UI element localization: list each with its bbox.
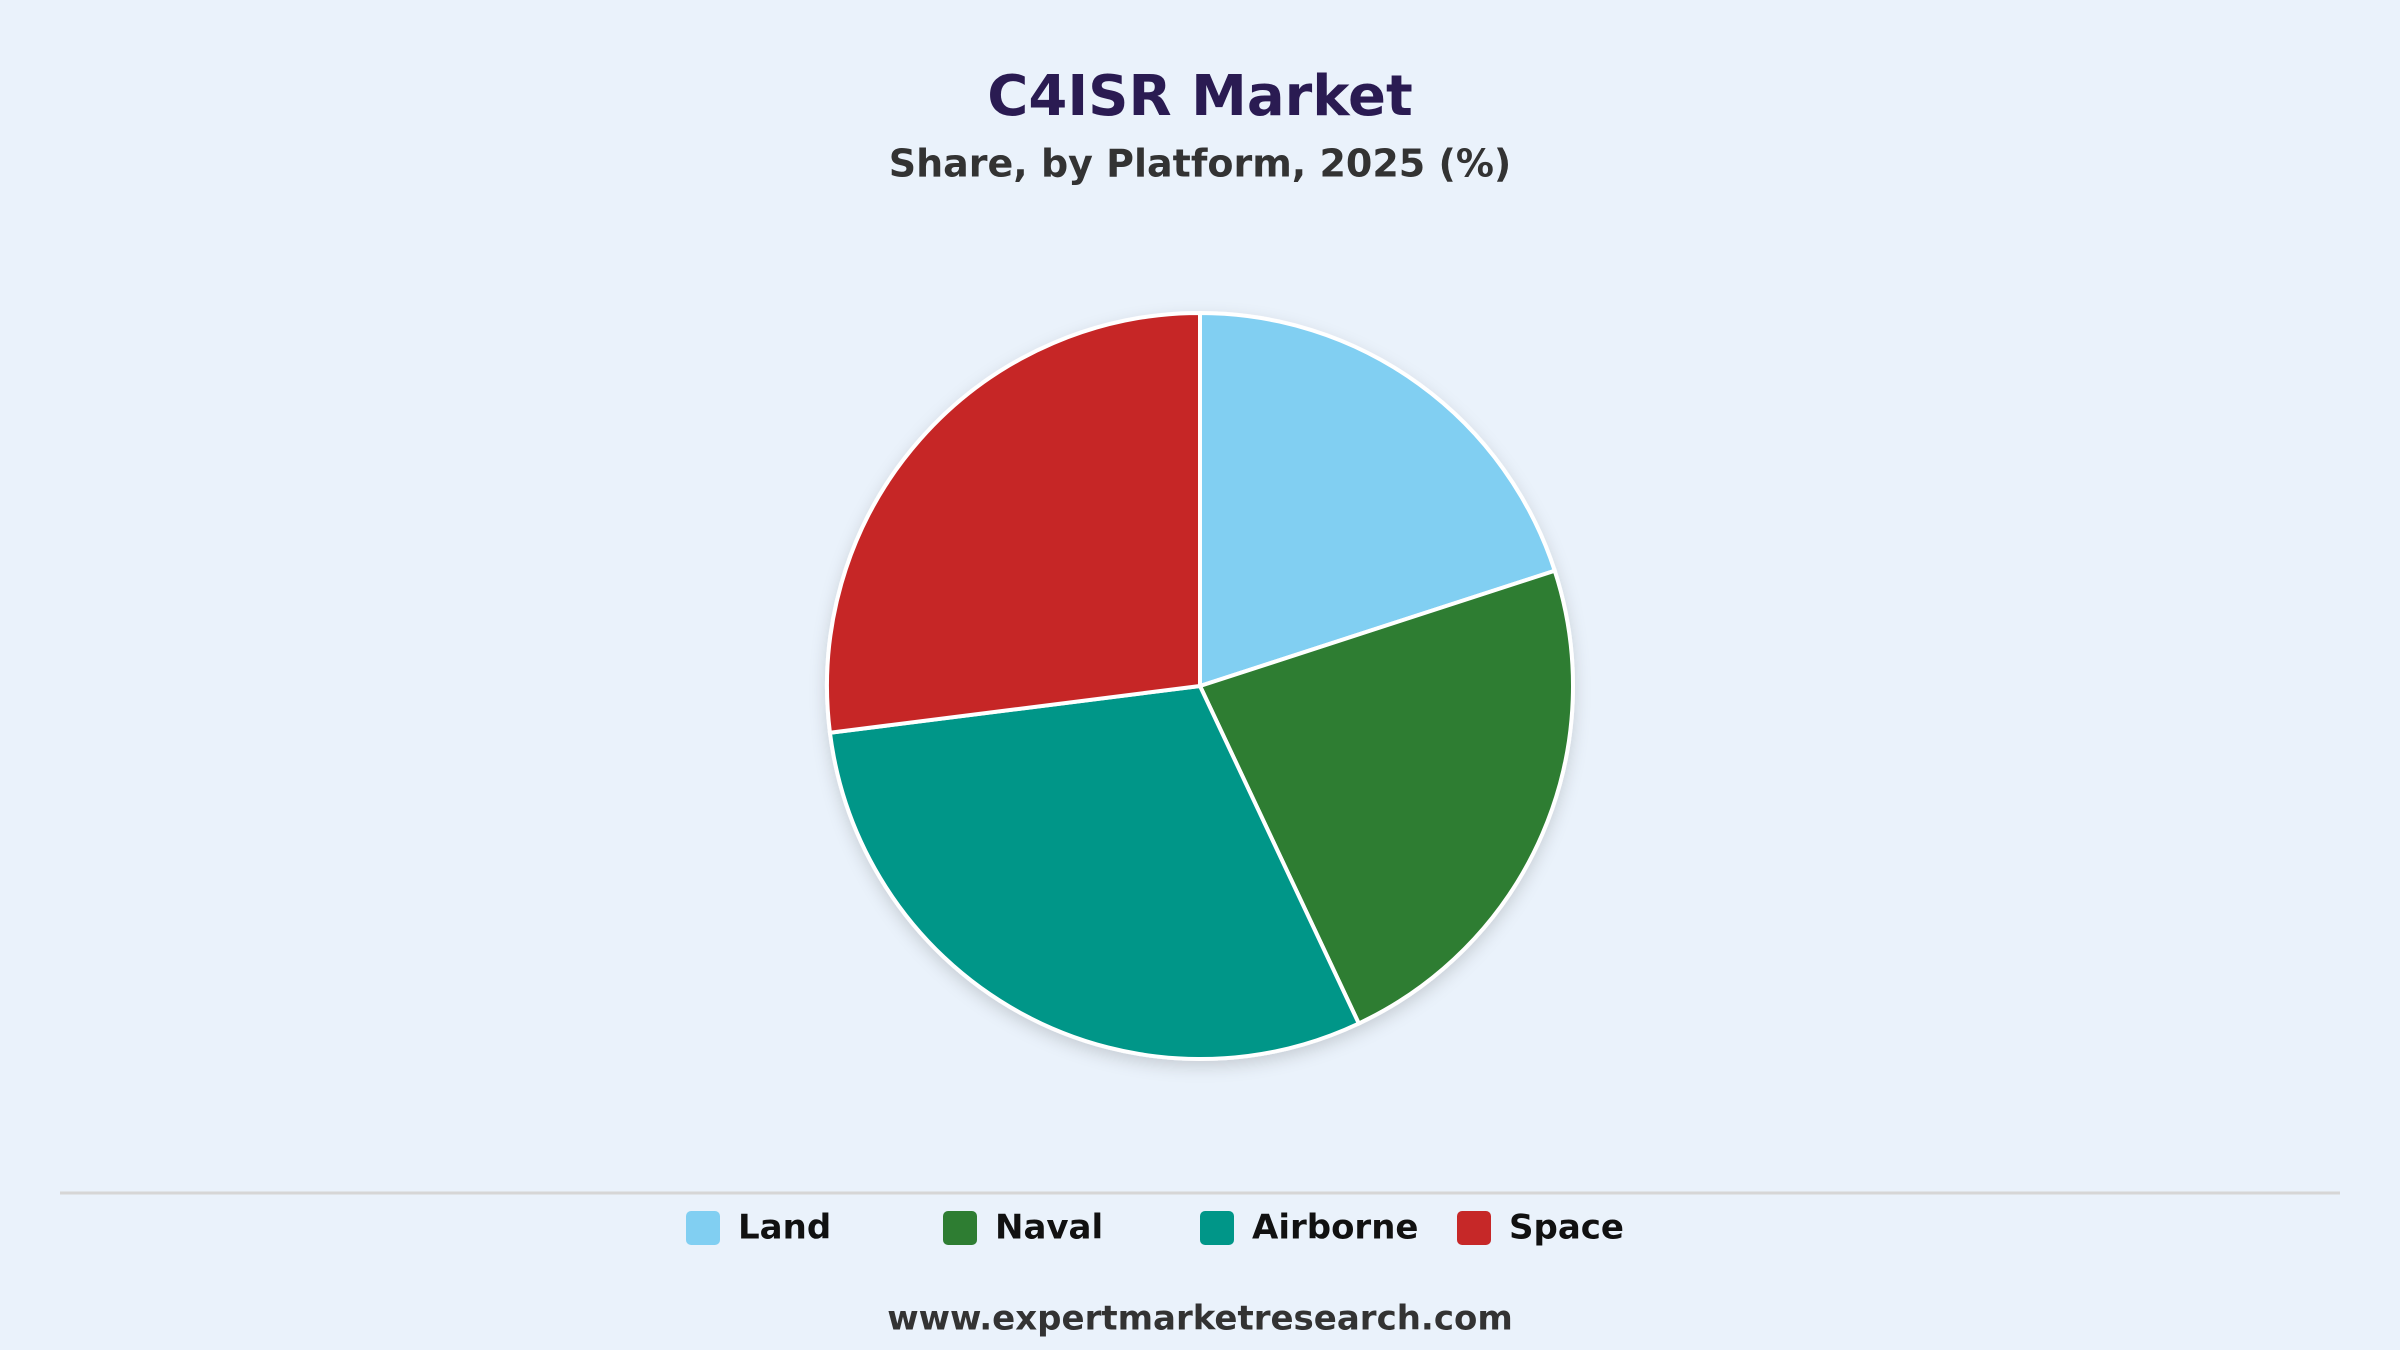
legend-label: Land [738,1208,831,1248]
legend-label: Space [1509,1208,1624,1248]
legend: Land Naval Airborne Space [686,1208,1624,1248]
pie-slice [1197,568,1575,1027]
legend-swatch [1200,1211,1234,1245]
chart-subtitle: Share, by Platform, 2025 (%) [889,142,1512,186]
source: www.expertmarketresearch.com [887,1299,1513,1339]
pie-slice [1198,310,1558,689]
legend-label: Airborne [1252,1208,1418,1248]
pie [825,310,1575,1061]
pie-slice [827,683,1362,1061]
legend-swatch [1457,1211,1491,1245]
legend-swatch [943,1211,977,1245]
pie-slice [825,310,1202,735]
legend-label: Naval [995,1208,1103,1248]
chart-title: C4ISR Market [987,64,1412,129]
legend-swatch [686,1211,720,1245]
